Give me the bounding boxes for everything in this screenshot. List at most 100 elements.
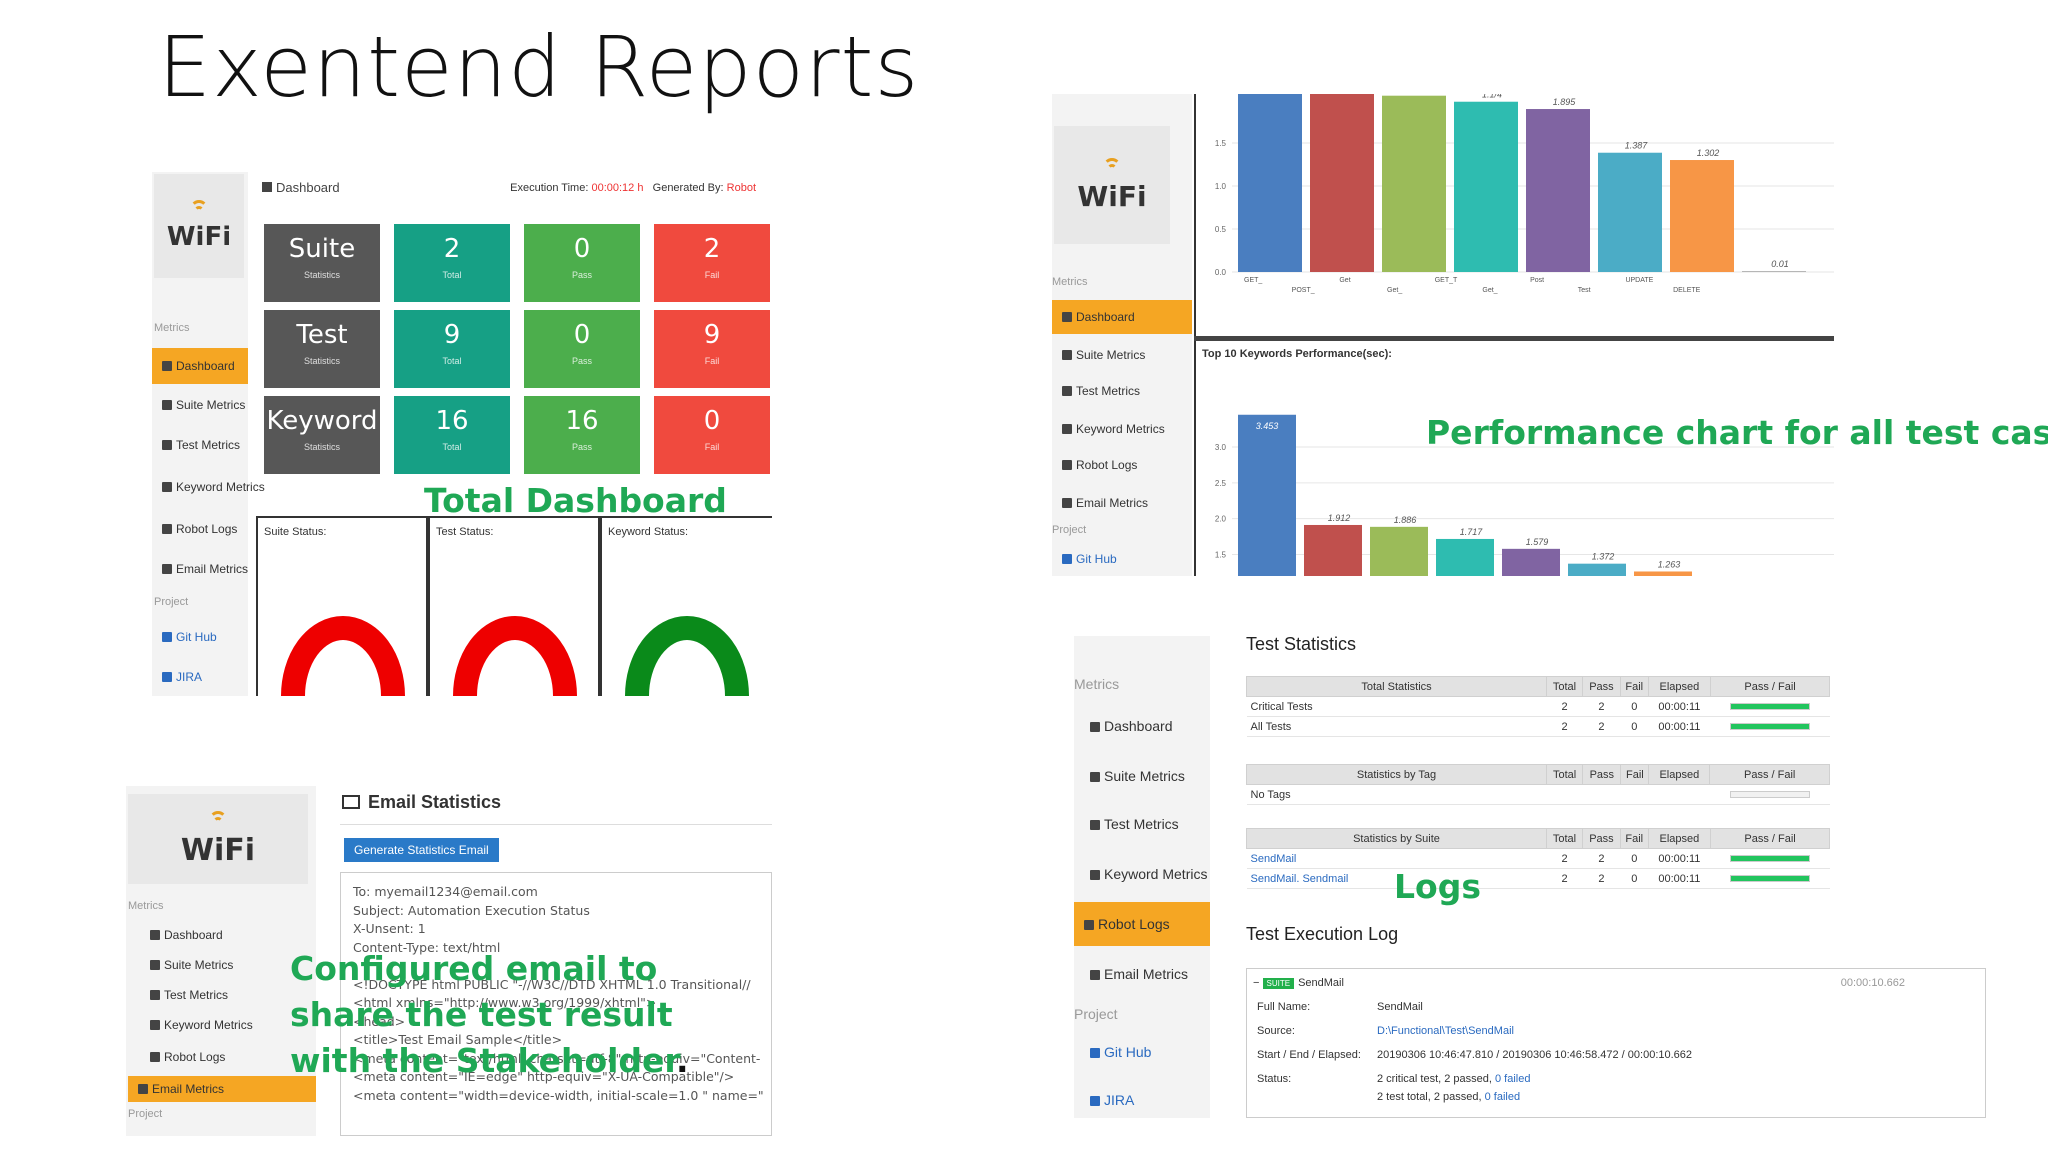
test-pass-tile[interactable]: 0 Pass — [524, 310, 640, 388]
bar[interactable] — [1238, 94, 1302, 273]
sidebar-link-github[interactable]: Git Hub — [1052, 552, 1192, 566]
x-tick-label: GET_T — [1435, 277, 1458, 284]
sort-header[interactable]: Elapsed — [1647, 676, 1712, 697]
bar[interactable] — [1304, 524, 1362, 576]
sidebar-item-dashboard[interactable]: Dashboard — [1052, 300, 1192, 334]
suite-elapsed: 00:00:10.662 — [1840, 977, 1905, 989]
data-label: 1.895 — [1553, 97, 1577, 107]
test-tile[interactable]: Test Statistics — [264, 310, 380, 388]
external-link-icon — [162, 632, 172, 642]
bar[interactable] — [1598, 152, 1662, 272]
dashboard-panel: WiFi Metrics Dashboard Suite Metrics Tes… — [152, 172, 772, 696]
section-metrics: Metrics — [154, 322, 190, 334]
bar[interactable] — [1238, 414, 1296, 576]
sidebar-item-keyword-metrics[interactable]: Keyword Metrics — [152, 480, 265, 494]
bar[interactable] — [1526, 109, 1590, 272]
sort-header[interactable]: Fail — [1620, 764, 1650, 785]
keyword-pass-tile[interactable]: 16 Pass — [524, 396, 640, 474]
suite-pass-tile[interactable]: 0 Pass — [524, 224, 640, 302]
keyword-fail-tile[interactable]: 0 Fail — [654, 396, 770, 474]
data-label: 1.717 — [1460, 527, 1484, 537]
sort-header[interactable]: Pass — [1582, 764, 1622, 785]
sidebar-item-robot-logs[interactable]: Robot Logs — [152, 522, 248, 536]
x-tick-label: DELETE — [1673, 287, 1701, 294]
suite-total-tile[interactable]: 2 Total — [394, 224, 510, 302]
data-label: 1.263 — [1658, 559, 1681, 569]
generate-email-button[interactable]: Generate Statistics Email — [344, 838, 499, 862]
sidebar-item-keyword-metrics[interactable]: Keyword Metrics — [1080, 866, 1210, 882]
sidebar-link-github[interactable]: Git Hub — [1080, 1044, 1210, 1060]
source-link[interactable]: D:\Functional\Test\SendMail — [1377, 1025, 1514, 1037]
sidebar-item-test-metrics[interactable]: Test Metrics — [152, 438, 248, 452]
sidebar-item-dashboard[interactable]: Dashboard — [1080, 718, 1210, 734]
sidebar-item-keyword-metrics[interactable]: Keyword Metrics — [140, 1018, 316, 1032]
sidebar-item-suite-metrics[interactable]: Suite Metrics — [140, 958, 316, 972]
bar[interactable] — [1454, 101, 1518, 272]
envelope-icon — [1062, 498, 1072, 508]
sidebar-link-jira[interactable]: JIRA — [152, 670, 248, 684]
external-link-icon — [1090, 1096, 1100, 1106]
sort-header[interactable]: Fail — [1619, 828, 1649, 849]
bar[interactable] — [1742, 271, 1806, 272]
keyword-tile[interactable]: Keyword Statistics — [264, 396, 380, 474]
sidebar-item-suite-metrics[interactable]: Suite Metrics — [152, 398, 248, 412]
sidebar-item-email-metrics[interactable]: Email Metrics — [128, 1076, 316, 1102]
email-body[interactable]: To: myemail1234@email.com Subject: Autom… — [340, 872, 772, 1136]
test-fail-tile[interactable]: 9 Fail — [654, 310, 770, 388]
table-row: No Tags — [1246, 784, 1830, 805]
sidebar-item-robot-logs[interactable]: Robot Logs — [1052, 458, 1192, 472]
sidebar-item-suite-metrics[interactable]: Suite Metrics — [1080, 768, 1210, 784]
y-tick-label: 1.5 — [1215, 551, 1227, 560]
test-total-tile[interactable]: 9 Total — [394, 310, 510, 388]
keyword-total-tile[interactable]: 16 Total — [394, 396, 510, 474]
sidebar-item-dashboard[interactable]: Dashboard — [152, 348, 248, 384]
pass-fail-bar — [1730, 874, 1811, 882]
sort-header[interactable]: Statistics by Suite — [1246, 828, 1547, 849]
bar[interactable] — [1310, 94, 1374, 273]
bar[interactable] — [1382, 95, 1446, 272]
sidebar-item-email-metrics[interactable]: Email Metrics — [1080, 966, 1210, 982]
sort-header[interactable]: Total — [1545, 828, 1584, 849]
sidebar-item-test-metrics[interactable]: Test Metrics — [1080, 816, 1210, 832]
sort-header[interactable]: Elapsed — [1647, 828, 1712, 849]
bar[interactable] — [1670, 160, 1734, 272]
sidebar-item-email-metrics[interactable]: Email Metrics — [1052, 496, 1192, 510]
execution-log: − SUITE SendMail 00:00:10.662 Full Name: S… — [1246, 968, 1986, 1118]
sort-header[interactable]: Statistics by Tag — [1246, 764, 1547, 785]
sidebar-item-email-metrics[interactable]: Email Metrics — [152, 562, 248, 576]
sidebar-link-github[interactable]: Git Hub — [152, 630, 248, 644]
sort-header[interactable]: Pass — [1582, 828, 1621, 849]
sidebar-item-robot-logs[interactable]: Robot Logs — [140, 1050, 316, 1064]
bar[interactable] — [1634, 571, 1692, 576]
bar[interactable] — [1370, 526, 1428, 576]
sort-header[interactable]: Elapsed — [1648, 764, 1711, 785]
bar[interactable] — [1502, 548, 1560, 576]
sidebar-item-robot-logs[interactable]: Robot Logs — [1074, 902, 1210, 946]
collapse-icon[interactable]: − — [1253, 977, 1260, 989]
suite-link[interactable]: SendMail — [1246, 848, 1547, 869]
table-row: SendMail 2 2 0 00:00:11 — [1246, 848, 1830, 869]
suite-header[interactable]: − SUITE SendMail — [1253, 977, 1344, 989]
bar[interactable] — [1436, 538, 1494, 576]
sidebar-item-dashboard[interactable]: Dashboard — [140, 928, 316, 942]
pass-fail-bar — [1730, 722, 1811, 730]
test-status-donut — [453, 616, 577, 696]
sort-header[interactable]: Pass — [1582, 676, 1621, 697]
sort-header[interactable]: Total Statistics — [1246, 676, 1547, 697]
grid-icon — [1090, 772, 1100, 782]
sidebar-link-jira[interactable]: JIRA — [1080, 1092, 1210, 1108]
sidebar-item-test-metrics[interactable]: Test Metrics — [1052, 384, 1192, 398]
sidebar-item-test-metrics[interactable]: Test Metrics — [140, 988, 316, 1002]
suite-fail-tile[interactable]: 2 Fail — [654, 224, 770, 302]
sidebar-item-suite-metrics[interactable]: Suite Metrics — [1052, 348, 1192, 362]
sidebar-item-keyword-metrics[interactable]: Keyword Metrics — [1052, 422, 1192, 436]
sort-header[interactable]: Fail — [1619, 676, 1649, 697]
suite-tile[interactable]: Suite Statistics — [264, 224, 380, 302]
col-header: Pass / Fail — [1710, 828, 1830, 849]
suite-status-donut — [281, 616, 405, 696]
sort-header[interactable]: Total — [1545, 764, 1584, 785]
sort-header[interactable]: Total — [1545, 676, 1584, 697]
bar[interactable] — [1568, 563, 1626, 576]
section-metrics: Metrics — [128, 900, 164, 912]
suite-link[interactable]: SendMail. Sendmail — [1246, 868, 1547, 889]
